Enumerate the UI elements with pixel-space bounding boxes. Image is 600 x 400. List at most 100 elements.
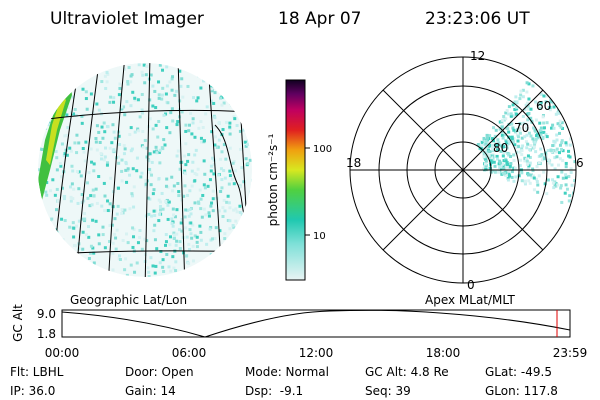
speckle <box>195 245 199 249</box>
speckle <box>69 195 73 199</box>
speckle <box>555 133 559 137</box>
speckle <box>226 93 230 97</box>
speckle <box>534 118 538 122</box>
speckle <box>573 179 576 183</box>
speckle <box>520 136 524 140</box>
speckle <box>512 166 516 170</box>
speckle <box>210 130 214 134</box>
speckle <box>554 112 558 116</box>
speckle <box>117 134 121 138</box>
speckle <box>81 217 85 221</box>
mlat-label: 80 <box>493 141 508 155</box>
speckle <box>529 116 533 120</box>
speckle <box>497 141 501 145</box>
speckle <box>562 113 566 117</box>
speckle <box>235 107 239 111</box>
speckle <box>538 106 542 110</box>
speckle <box>228 174 232 178</box>
speckle <box>505 109 509 113</box>
speckle <box>510 137 514 141</box>
speckle <box>169 111 173 115</box>
speckle <box>199 136 203 140</box>
speckle <box>538 82 542 86</box>
speckle <box>130 147 134 151</box>
speckle <box>158 212 162 216</box>
speckle <box>152 209 156 213</box>
speckle <box>570 183 574 187</box>
speckle <box>87 235 91 239</box>
speckle <box>90 112 94 116</box>
speckle <box>193 153 197 157</box>
speckle <box>519 89 523 93</box>
speckle <box>232 225 236 229</box>
speckle <box>144 182 148 186</box>
speckle <box>51 178 55 182</box>
speckle <box>545 94 549 98</box>
speckle <box>110 141 114 145</box>
speckle <box>242 115 246 119</box>
speckle <box>55 84 59 88</box>
speckle <box>118 143 122 147</box>
speckle <box>97 65 101 69</box>
speckle <box>57 67 61 71</box>
speckle <box>487 153 491 157</box>
speckle <box>504 159 508 163</box>
speckle <box>219 263 223 267</box>
speckle <box>171 75 175 79</box>
speckle <box>112 96 116 100</box>
speckle <box>210 156 214 160</box>
speckle <box>120 208 124 212</box>
speckle <box>549 149 553 153</box>
speckle <box>531 137 535 141</box>
speckle <box>129 74 133 78</box>
speckle <box>45 92 49 96</box>
speckle <box>56 83 60 87</box>
speckle <box>548 105 552 109</box>
speckle <box>521 95 525 99</box>
speckle <box>215 145 219 149</box>
speckle <box>218 96 222 100</box>
speckle <box>104 86 108 90</box>
speckle <box>221 243 225 247</box>
speckle <box>246 221 250 225</box>
speckle <box>229 102 233 106</box>
speckle <box>535 177 539 181</box>
speckle <box>106 72 110 76</box>
speckle <box>69 199 73 203</box>
speckle <box>180 77 184 81</box>
speckle <box>183 184 187 188</box>
speckle <box>41 71 45 75</box>
speckle <box>158 148 162 152</box>
colorbar-tick-label: 10 <box>313 231 326 242</box>
speckle <box>68 146 72 150</box>
speckle <box>515 150 519 154</box>
speckle <box>210 201 214 205</box>
speckle <box>242 180 246 184</box>
speckle <box>69 149 73 153</box>
speckle <box>143 138 147 142</box>
mlt-label: 0 <box>467 278 475 292</box>
speckle <box>101 233 105 237</box>
mlt-label: 18 <box>346 156 361 170</box>
speckle <box>232 67 236 71</box>
speckle <box>170 217 174 221</box>
speckle <box>61 238 65 242</box>
speckle <box>42 258 46 262</box>
speckle <box>498 166 502 170</box>
speckle <box>102 158 106 162</box>
speckle <box>492 143 496 147</box>
speckle <box>97 242 101 246</box>
speckle <box>553 184 557 188</box>
speckle <box>482 155 486 159</box>
speckle <box>210 255 214 259</box>
speckle <box>224 120 228 124</box>
speckle <box>111 251 115 255</box>
speckle <box>554 95 558 99</box>
speckle <box>141 129 145 133</box>
date: 18 Apr 07 <box>278 9 361 29</box>
speckle <box>97 233 101 237</box>
speckle <box>171 189 175 193</box>
speckle <box>228 146 232 150</box>
speckle <box>38 195 42 199</box>
speckle <box>159 200 163 204</box>
